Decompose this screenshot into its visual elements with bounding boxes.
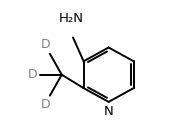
Text: H₂N: H₂N [59, 12, 84, 25]
Text: N: N [104, 105, 114, 118]
Text: D: D [28, 68, 38, 81]
Text: D: D [41, 38, 50, 52]
Text: D: D [41, 98, 50, 111]
